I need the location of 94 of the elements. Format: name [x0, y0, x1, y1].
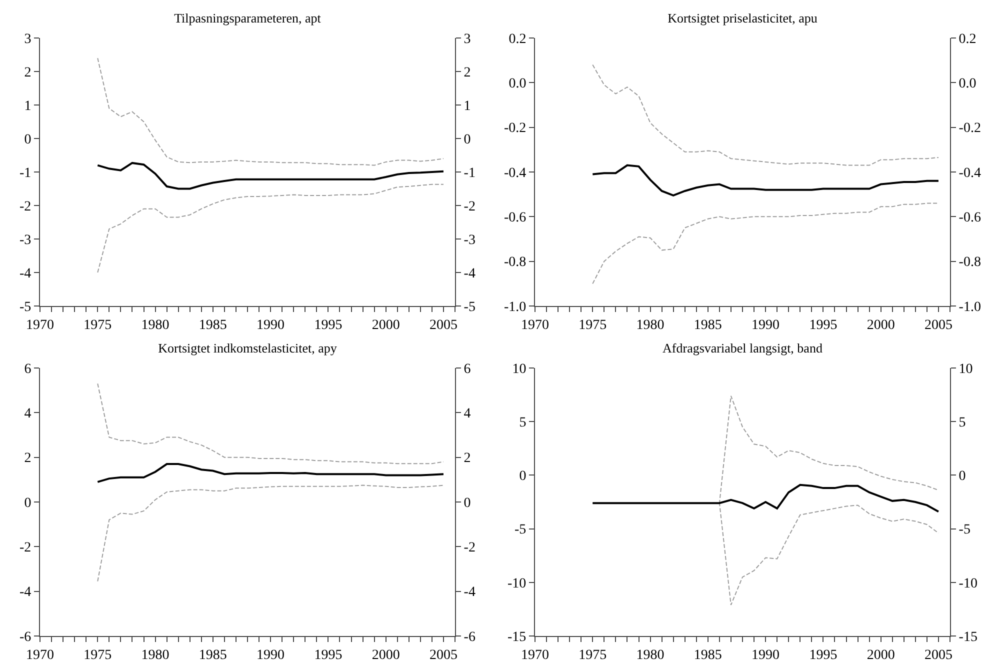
- y-tick-label: 10: [512, 362, 526, 377]
- y2-tick-label: -2: [464, 199, 476, 214]
- x-tick-label: 1975: [578, 648, 607, 663]
- x-tick-label: 1980: [636, 648, 664, 663]
- y-tick-label: -0.2: [504, 121, 526, 136]
- x-tick-label: 1985: [198, 318, 227, 333]
- y2-tick-label: -6: [464, 630, 476, 645]
- y2-tick-label: 6: [464, 362, 471, 377]
- y-tick-label: -1.0: [504, 300, 526, 315]
- y-tick-label: -2: [20, 540, 32, 556]
- x-tick-label: 2000: [866, 648, 895, 663]
- y2-tick-label: -15: [958, 630, 978, 645]
- y2-tick-label: -10: [958, 576, 978, 592]
- x-tick-label: 1975: [84, 318, 112, 333]
- y2-tick-label: 3: [464, 32, 471, 47]
- y2-tick-label: -0.6: [958, 210, 981, 226]
- chart-title: Kortsigtet priselasticitet, apu: [668, 10, 818, 26]
- y2-tick-label: -3: [464, 232, 476, 248]
- y-tick-label: -10: [508, 576, 526, 592]
- x-tick-label: 2005: [429, 648, 458, 663]
- x-tick-label: 1980: [141, 648, 170, 663]
- y2-tick-label: 0: [464, 132, 471, 148]
- y2-tick-label: 5: [958, 416, 966, 430]
- y-tick-label: -4: [20, 266, 32, 282]
- y2-tick-label: 0.0: [958, 76, 976, 92]
- y2-tick-label: 2: [464, 451, 471, 466]
- y-tick-label: -5: [514, 522, 526, 538]
- y2-tick-label: -1.0: [958, 300, 981, 315]
- x-tick-label: 1995: [809, 318, 838, 333]
- y-tick-label: -15: [508, 630, 526, 645]
- y-tick-label: -6: [20, 630, 32, 645]
- y-tick-label: -5: [20, 300, 32, 315]
- x-tick-label: 1985: [198, 648, 227, 663]
- y2-tick-label: -1: [464, 166, 476, 181]
- y2-tick-label: -0.2: [958, 121, 981, 136]
- y-tick-label: 3: [24, 32, 32, 47]
- y-tick-label: -0.4: [504, 166, 526, 181]
- y-tick-label: 6: [24, 362, 32, 377]
- x-tick-label: 1975: [578, 318, 607, 333]
- y-tick-label: 4: [24, 406, 32, 422]
- x-tick-label: 1990: [256, 648, 285, 663]
- x-tick-label: 1980: [636, 318, 664, 333]
- y-tick-label: 2: [24, 65, 32, 80]
- y-tick-label: -4: [20, 585, 32, 600]
- y2-tick-label: -0.4: [958, 166, 981, 181]
- x-tick-label: 2000: [866, 318, 895, 333]
- y-tick-label: 0.2: [508, 32, 526, 47]
- x-tick-label: 1985: [694, 648, 722, 663]
- y2-tick-label: -2: [464, 540, 476, 556]
- chart-title: Kortsigtet indkomstelasticitet, apy: [158, 340, 338, 356]
- y2-tick-label: 0: [464, 496, 471, 511]
- x-tick-label: 1995: [314, 648, 342, 663]
- y2-tick-label: -5: [958, 522, 970, 538]
- y2-tick-label: 10: [958, 362, 973, 377]
- y-tick-label: 0.0: [508, 76, 526, 92]
- y2-tick-label: -5: [464, 300, 476, 315]
- y2-tick-label: 0.2: [958, 32, 976, 47]
- x-tick-label: 2000: [372, 318, 400, 333]
- x-tick-label: 1975: [84, 648, 112, 663]
- x-tick-label: 1990: [752, 318, 780, 333]
- x-tick-label: 1990: [256, 318, 285, 333]
- y-tick-label: -0.6: [504, 210, 526, 226]
- x-tick-label: 1980: [141, 318, 170, 333]
- y-tick-label: 0: [24, 132, 32, 148]
- x-tick-label: 1970: [26, 648, 54, 663]
- y-tick-label: 0: [519, 469, 526, 484]
- y2-tick-label: 1: [464, 98, 471, 114]
- y-tick-label: -2: [20, 199, 32, 214]
- y2-tick-label: 0: [958, 469, 966, 484]
- x-tick-label: 1985: [694, 318, 722, 333]
- y-tick-label: -3: [20, 232, 32, 248]
- chart-title: Afdragsvariabel langsigt, band: [662, 340, 823, 356]
- y-tick-label: -1: [20, 166, 32, 181]
- y-tick-label: 0: [24, 496, 32, 511]
- y2-tick-label: -0.8: [958, 255, 981, 270]
- x-tick-label: 2005: [429, 318, 458, 333]
- x-tick-label: 2000: [372, 648, 400, 663]
- y-tick-label: 2: [24, 451, 32, 466]
- y2-tick-label: -4: [464, 266, 476, 282]
- x-tick-label: 1990: [752, 648, 780, 663]
- x-tick-label: 1970: [521, 318, 549, 333]
- x-tick-label: 2005: [924, 318, 952, 333]
- y-tick-label: 5: [519, 416, 526, 430]
- x-tick-label: 1995: [809, 648, 838, 663]
- chart-title: Tilpasningsparameteren, apt: [174, 10, 322, 26]
- y2-tick-label: 2: [464, 65, 471, 80]
- y2-tick-label: 4: [464, 406, 471, 422]
- y2-tick-label: -4: [464, 585, 476, 600]
- x-tick-label: 1995: [314, 318, 342, 333]
- x-tick-label: 1970: [521, 648, 549, 663]
- x-tick-label: 1970: [26, 318, 54, 333]
- y-tick-label: -0.8: [504, 255, 526, 270]
- y-tick-label: 1: [24, 98, 32, 114]
- x-tick-label: 2005: [924, 648, 952, 663]
